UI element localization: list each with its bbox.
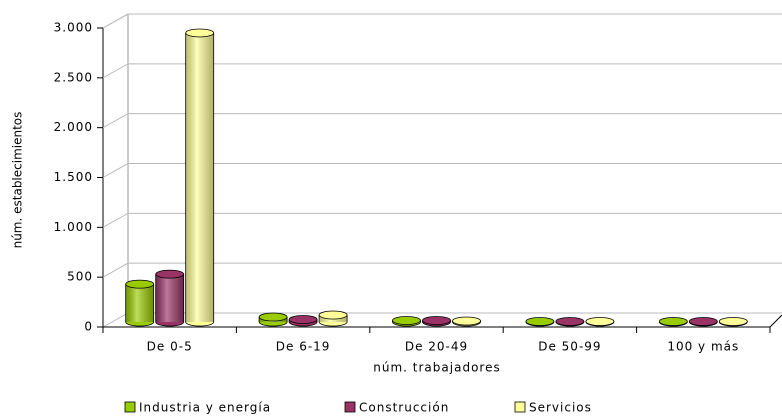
y-tick-label: 500 — [67, 270, 93, 284]
y-tick-label: 1.500 — [54, 170, 93, 184]
bar — [258, 312, 288, 327]
bar — [155, 269, 185, 327]
bar — [525, 317, 555, 327]
grid-line — [102, 113, 782, 129]
y-tick-label: 2.500 — [54, 70, 93, 84]
bar — [718, 317, 748, 327]
grid-line — [102, 163, 782, 178]
x-tick-label: De 0-5 — [147, 340, 193, 354]
y-tick-label: 1.000 — [54, 220, 93, 234]
y-tick-label: 0 — [84, 320, 93, 334]
bar — [585, 317, 615, 327]
bar — [452, 316, 481, 327]
legend-label: Construcción — [359, 401, 449, 415]
legend-swatch — [514, 401, 526, 413]
bar — [125, 279, 155, 327]
bar — [422, 316, 451, 327]
bar — [392, 316, 421, 327]
x-tick-label: 100 y más — [667, 340, 739, 354]
x-tick-label: De 50-99 — [538, 340, 601, 354]
grid-line — [102, 212, 782, 228]
grid-line — [102, 262, 782, 278]
y-tick-label: 3.000 — [54, 21, 93, 35]
bar — [658, 317, 688, 327]
bar — [318, 310, 348, 327]
bar — [555, 317, 585, 327]
grid-line — [102, 63, 782, 79]
bar — [688, 317, 718, 327]
y-tick-label: 2.000 — [54, 120, 93, 134]
y-axis-title: núm. establecimientos — [11, 112, 25, 249]
x-tick-label: De 20-49 — [405, 340, 468, 354]
legend-label: Industria y energía — [139, 401, 271, 415]
legend-swatch — [344, 401, 356, 413]
floor-right — [769, 314, 782, 328]
x-tick-label: De 6-19 — [276, 340, 331, 354]
legend-swatch — [124, 401, 136, 413]
bar — [185, 28, 215, 327]
grid-line — [102, 13, 782, 29]
x-axis-title: núm. trabajadores — [373, 361, 500, 375]
bar — [288, 315, 318, 327]
legend-label: Servicios — [529, 401, 592, 415]
